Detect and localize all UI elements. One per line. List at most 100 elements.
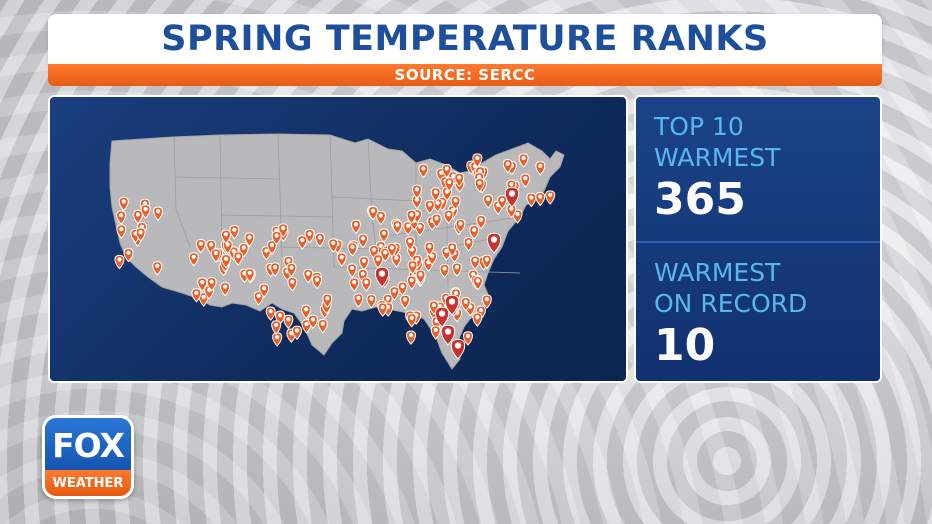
- map-pin-icon: [206, 276, 217, 292]
- map-pin-icon: [535, 161, 546, 176]
- map-pin-icon: [303, 268, 314, 284]
- map-pin-icon: [198, 292, 209, 307]
- map-pin-icon: [406, 275, 417, 290]
- map-pin-icon: [336, 252, 347, 267]
- map-pin-icon: [220, 281, 231, 297]
- map-panel: [48, 95, 628, 383]
- map-pin-icon: [405, 236, 416, 251]
- map-pin-icon: [135, 227, 146, 242]
- map-pin-icon: [460, 297, 471, 312]
- record-pin-icon: [450, 338, 466, 360]
- map-pin-icon: [195, 238, 206, 254]
- map-pin-icon: [266, 240, 277, 255]
- map-pin-icon: [328, 238, 339, 253]
- map-pin-icon: [469, 225, 480, 240]
- map-pin-icon: [210, 248, 221, 263]
- map-pin-icon: [441, 163, 452, 179]
- map-pin-icon: [400, 294, 411, 310]
- map-pin-icon: [233, 251, 244, 266]
- map-pin-icon: [470, 255, 481, 270]
- map-pin-icon: [265, 306, 276, 321]
- map-pin-icon: [454, 172, 465, 188]
- map-pin-icon: [322, 293, 333, 309]
- top10-value: 365: [654, 174, 746, 225]
- stat-divider: [636, 241, 880, 243]
- map-pin-icon: [472, 275, 483, 291]
- map-pin-icon: [424, 241, 435, 257]
- record-value: 10: [654, 320, 716, 371]
- record-pin-icon: [440, 324, 456, 346]
- map-pin-icon: [392, 220, 403, 235]
- map-pin-icon: [406, 330, 416, 345]
- map-pin-icon: [526, 192, 537, 208]
- map-pin-icon: [462, 331, 473, 346]
- map-pin-icon: [406, 313, 417, 328]
- logo-top: FOX: [45, 418, 131, 473]
- map-pin-icon: [373, 254, 384, 269]
- map-pin-icon: [474, 178, 485, 193]
- map-pin-icon: [366, 294, 377, 309]
- map-pin-icon: [271, 320, 282, 335]
- record-pin-icon: [434, 306, 450, 328]
- record-pin-icon: [374, 266, 390, 288]
- map-pin-icon: [411, 184, 422, 199]
- map-pin-icon: [116, 224, 127, 239]
- page-title: SPRING TEMPERATURE RANKS: [161, 19, 769, 59]
- title-bar: SPRING TEMPERATURE RANKS: [48, 14, 882, 64]
- map-pin-icon: [451, 262, 462, 277]
- map-pin-icon: [439, 263, 450, 279]
- source-label: SOURCE: SERCC: [394, 66, 536, 84]
- map-pin-icon: [389, 286, 400, 301]
- map-pin-icon: [450, 195, 461, 211]
- map-pin-icon: [358, 233, 369, 249]
- map-pin-icon: [259, 283, 270, 298]
- map-pin-icon: [447, 242, 458, 257]
- map-pin-icon: [463, 237, 474, 252]
- map-pin-icon: [244, 232, 255, 247]
- stats-panel: TOP 10 WARMEST 365 WARMEST ON RECORD 10: [634, 95, 882, 383]
- map-pin-icon: [481, 294, 492, 309]
- logo-bottom: WEATHER: [45, 470, 131, 496]
- map-pin-icon: [153, 206, 164, 221]
- record-stat: WARMEST ON RECORD 10: [654, 257, 807, 371]
- map-pin-icon: [520, 173, 531, 188]
- map-pin-icon: [349, 277, 360, 292]
- map-pin-icon: [431, 213, 442, 229]
- map-pin-icon: [312, 274, 322, 290]
- map-pin-icon: [359, 256, 370, 271]
- record-pin-icon: [486, 232, 502, 254]
- map-pin-icon: [287, 277, 298, 292]
- map-pin-icon: [292, 325, 303, 341]
- map-pin-icon: [545, 190, 556, 205]
- map-pin-icon: [270, 262, 281, 277]
- map-pin-icon: [123, 247, 134, 263]
- logo-weather-text: WEATHER: [52, 475, 124, 491]
- map-pin-icon: [132, 209, 143, 225]
- source-bar: SOURCE: SERCC: [48, 64, 882, 86]
- map-pin-icon: [502, 159, 513, 174]
- map-pin-icon: [386, 242, 397, 258]
- map-pin-icon: [415, 269, 426, 285]
- record-pin-icon: [444, 294, 460, 316]
- map-pin-icon: [518, 153, 529, 168]
- map-pin-icon: [286, 262, 297, 278]
- record-pin-icon: [504, 186, 520, 208]
- map-pin-icon: [375, 210, 386, 226]
- map-pin-icon: [377, 302, 388, 317]
- map-pin-icon: [347, 263, 358, 278]
- map-pin-icon: [271, 230, 282, 246]
- top10-label: TOP 10 WARMEST: [654, 112, 781, 172]
- map-pin-icon: [418, 163, 429, 179]
- map-pin-icon: [368, 206, 379, 221]
- map-pin-icon: [272, 332, 283, 347]
- map-pin-icon: [304, 229, 315, 244]
- map-pin-icon: [317, 318, 328, 334]
- map-pin-icon: [307, 314, 318, 330]
- map-pin-icon: [253, 291, 264, 306]
- map-pin-icon: [512, 209, 523, 224]
- map-pin-icon: [391, 253, 402, 268]
- map-pin-icon: [188, 252, 199, 267]
- fox-weather-logo: FOX WEATHER: [42, 415, 134, 499]
- map-pin-icon: [535, 191, 546, 207]
- map-pin-icon: [357, 269, 368, 284]
